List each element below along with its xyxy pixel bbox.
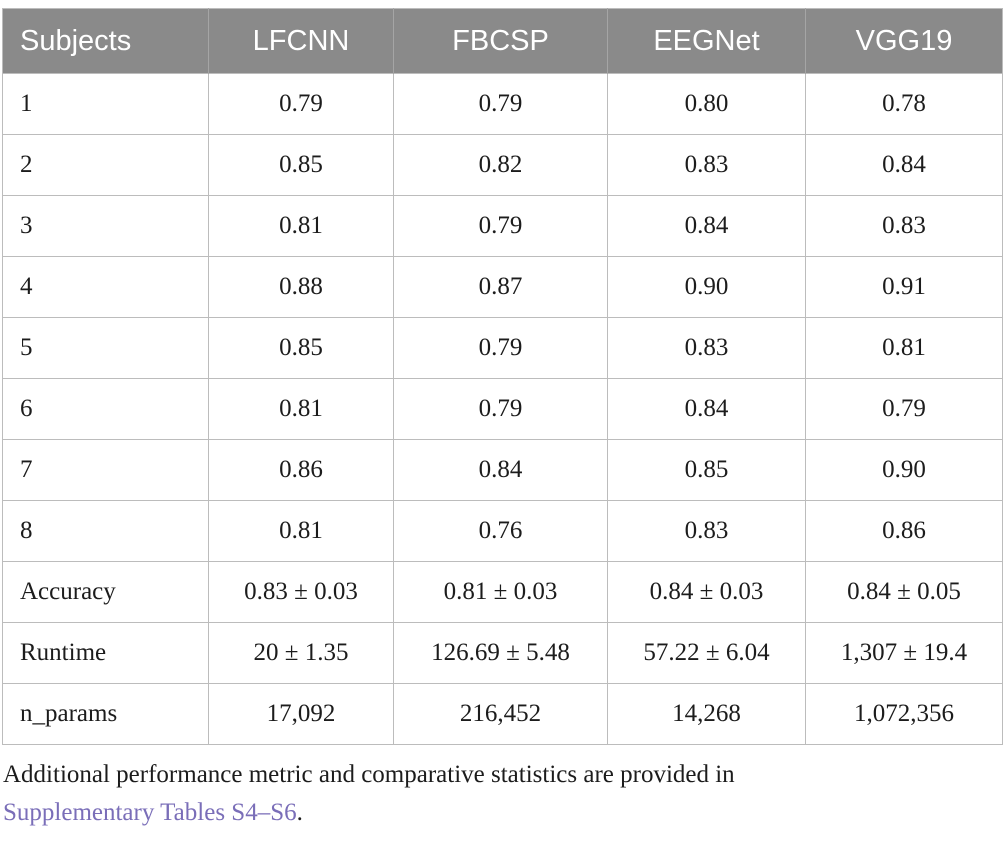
table-cell: 0.79	[805, 378, 1003, 440]
table-cell: 0.82	[393, 134, 608, 196]
table-cell: 0.78	[805, 73, 1003, 135]
row-label: 4	[2, 256, 209, 318]
table-row: 3 0.81 0.79 0.84 0.83	[2, 195, 1003, 257]
footnote-suffix: .	[296, 799, 303, 826]
table-cell: 0.83	[607, 317, 806, 379]
table-cell: 0.86	[208, 439, 394, 501]
column-header-eegnet: EEGNet	[607, 8, 806, 74]
table-row: n_params 17,092 216,452 14,268 1,072,356	[2, 683, 1003, 745]
table-row: 2 0.85 0.82 0.83 0.84	[2, 134, 1003, 196]
column-header-subjects: Subjects	[2, 8, 209, 74]
table-row: 1 0.79 0.79 0.80 0.78	[2, 73, 1003, 135]
footnote: Additional performance metric and compar…	[3, 756, 1005, 832]
table-cell: 0.84	[805, 134, 1003, 196]
table-cell: 0.87	[393, 256, 608, 318]
column-header-vgg19: VGG19	[805, 8, 1003, 74]
table-row: Accuracy 0.83 ± 0.03 0.81 ± 0.03 0.84 ± 0.0…	[2, 561, 1003, 623]
table-cell: 0.83 ± 0.03	[208, 561, 394, 623]
row-label: 5	[2, 317, 209, 379]
table-cell: 0.83	[607, 134, 806, 196]
table-row: 4 0.88 0.87 0.90 0.91	[2, 256, 1003, 318]
row-label: 2	[2, 134, 209, 196]
table-body: 1 0.79 0.79 0.80 0.78 2 0.85 0.82 0.83 0.84 3 0.81 0…	[2, 73, 1003, 745]
table-cell: 0.83	[805, 195, 1003, 257]
table-cell: 0.91	[805, 256, 1003, 318]
table-cell: 0.85	[208, 134, 394, 196]
table-cell: 0.81	[208, 500, 394, 562]
table-cell: 0.76	[393, 500, 608, 562]
row-label: 8	[2, 500, 209, 562]
table-cell: 0.84 ± 0.05	[805, 561, 1003, 623]
footnote-line1: Additional performance metric and compar…	[3, 761, 735, 788]
results-table-container: Subjects LFCNN FBCSP EEGNet VGG19 1 0.79 0.79 0…	[2, 8, 1003, 745]
row-label: Accuracy	[2, 561, 209, 623]
table-cell: 0.83	[607, 500, 806, 562]
results-table: Subjects LFCNN FBCSP EEGNet VGG19 1 0.79 0.79 0…	[2, 8, 1003, 745]
footnote-line2: Supplementary Tables S4–S6.	[3, 794, 1005, 832]
table-row: 5 0.85 0.79 0.83 0.81	[2, 317, 1003, 379]
row-label: 1	[2, 73, 209, 135]
table-cell: 0.79	[393, 317, 608, 379]
table-cell: 0.85	[607, 439, 806, 501]
table-cell: 0.79	[208, 73, 394, 135]
table-cell: 0.81 ± 0.03	[393, 561, 608, 623]
table-row: 6 0.81 0.79 0.84 0.79	[2, 378, 1003, 440]
table-row: 8 0.81 0.76 0.83 0.86	[2, 500, 1003, 562]
row-label: n_params	[2, 683, 209, 745]
column-header-lfcnn: LFCNN	[208, 8, 394, 74]
table-cell: 0.81	[208, 195, 394, 257]
table-row: Runtime 20 ± 1.35 126.69 ± 5.48 57.22 ± 6.0…	[2, 622, 1003, 684]
row-label: 3	[2, 195, 209, 257]
supplementary-link[interactable]: Supplementary Tables S4–S6	[3, 799, 297, 826]
table-cell: 0.84	[607, 378, 806, 440]
table-cell: 216,452	[393, 683, 608, 745]
table-cell: 0.81	[208, 378, 394, 440]
table-cell: 0.84	[607, 195, 806, 257]
table-cell: 57.22 ± 6.04	[607, 622, 806, 684]
column-header-fbcsp: FBCSP	[393, 8, 608, 74]
row-label: 7	[2, 439, 209, 501]
row-label: Runtime	[2, 622, 209, 684]
table-cell: 0.85	[208, 317, 394, 379]
table-cell: 0.90	[805, 439, 1003, 501]
table-cell: 0.81	[805, 317, 1003, 379]
table-cell: 1,072,356	[805, 683, 1003, 745]
header-row: Subjects LFCNN FBCSP EEGNet VGG19	[2, 8, 1003, 74]
table-cell: 0.84 ± 0.03	[607, 561, 806, 623]
table-cell: 126.69 ± 5.48	[393, 622, 608, 684]
table-cell: 0.79	[393, 378, 608, 440]
table-cell: 14,268	[607, 683, 806, 745]
table-cell: 0.86	[805, 500, 1003, 562]
table-cell: 0.84	[393, 439, 608, 501]
table-row: 7 0.86 0.84 0.85 0.90	[2, 439, 1003, 501]
table-cell: 17,092	[208, 683, 394, 745]
table-cell: 0.88	[208, 256, 394, 318]
table-cell: 0.79	[393, 195, 608, 257]
table-cell: 1,307 ± 19.4	[805, 622, 1003, 684]
row-label: 6	[2, 378, 209, 440]
table-cell: 20 ± 1.35	[208, 622, 394, 684]
table-cell: 0.90	[607, 256, 806, 318]
table-cell: 0.80	[607, 73, 806, 135]
table-cell: 0.79	[393, 73, 608, 135]
